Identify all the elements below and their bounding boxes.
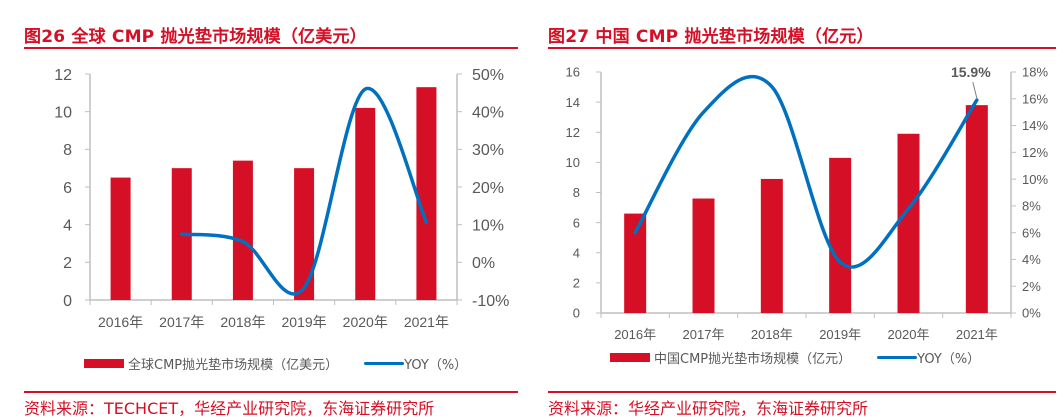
bar-2020年 — [898, 134, 920, 313]
left-axis-tick-label: 6 — [573, 215, 580, 230]
chart-legend: 全球CMP抛光垫市场规模（亿美元） YOY（%） — [84, 354, 493, 373]
bar-2019年 — [294, 168, 314, 300]
right-axis-tick-label: 4% — [1022, 252, 1041, 267]
left-axis-tick-label: 2 — [573, 276, 580, 291]
bar-2018年 — [233, 161, 253, 300]
right-axis-tick-label: -10% — [472, 293, 509, 310]
right-axis-tick-label: 16% — [1022, 91, 1048, 106]
x-axis-tick-label: 2020年 — [343, 314, 388, 330]
x-axis-tick-label: 2016年 — [614, 327, 656, 342]
legend-bar-label: 中国CMP抛光垫市场规模（亿元） — [654, 348, 851, 367]
left-axis-tick-label: 8 — [573, 185, 580, 200]
source-divider — [548, 391, 1056, 393]
x-axis-tick-label: 2020年 — [888, 327, 930, 342]
bar-2021年 — [416, 87, 436, 300]
source-note: 资料来源：TECHCET，华经产业研究院，东海证券研究所 — [24, 395, 434, 419]
right-axis-tick-label: 0% — [1022, 306, 1041, 321]
right-axis-tick-label: 18% — [1022, 65, 1048, 80]
legend-bar-swatch — [610, 353, 650, 362]
right-axis-tick-label: 40% — [472, 104, 504, 121]
left-axis-tick-label: 0 — [63, 293, 72, 310]
x-axis-tick-label: 2017年 — [159, 314, 204, 330]
left-axis-tick-label: 10 — [566, 155, 580, 170]
x-axis-tick-label: 2016年 — [98, 314, 143, 330]
left-axis-tick-label: 16 — [566, 65, 580, 80]
bar-2016年 — [624, 214, 646, 313]
yoy-line — [635, 77, 977, 267]
left-axis-tick-label: 4 — [573, 245, 580, 260]
left-axis-tick-label: 10 — [54, 104, 72, 121]
legend-line-label: YOY（%） — [404, 354, 467, 373]
right-axis-tick-label: 8% — [1022, 199, 1041, 214]
left-axis-tick-label: 0 — [573, 306, 580, 321]
figure-title: 图27 中国 CMP 抛光垫市场规模（亿元） — [548, 22, 874, 47]
left-axis-tick-label: 6 — [63, 180, 72, 197]
legend-item-bar: 中国CMP抛光垫市场规模（亿元） — [610, 348, 851, 367]
right-axis-tick-label: 10% — [472, 217, 504, 234]
right-axis-tick-label: 50% — [472, 67, 504, 84]
x-axis-tick-label: 2017年 — [683, 327, 725, 342]
legend-bar-label: 全球CMP抛光垫市场规模（亿美元） — [128, 354, 338, 373]
chart-legend: 中国CMP抛光垫市场规模（亿元） YOY（%） — [610, 348, 1006, 367]
legend-item-bar: 全球CMP抛光垫市场规模（亿美元） — [84, 354, 338, 373]
right-axis-tick-label: 2% — [1022, 279, 1041, 294]
x-axis-tick-label: 2021年 — [404, 314, 449, 330]
source-divider — [24, 391, 518, 393]
legend-bar-swatch — [84, 359, 124, 368]
left-axis-tick-label: 12 — [566, 125, 580, 140]
right-axis-tick-label: 0% — [472, 255, 495, 272]
bar-2018年 — [761, 179, 783, 313]
bar-2017年 — [693, 199, 715, 313]
figure-title: 图26 全球 CMP 抛光垫市场规模（亿美元） — [24, 22, 367, 47]
legend-item-line: YOY（%） — [364, 354, 467, 373]
x-axis-tick-label: 2019年 — [819, 327, 861, 342]
right-axis-tick-label: 10% — [1022, 172, 1048, 187]
source-note: 资料来源：华经产业研究院，东海证券研究所 — [548, 395, 868, 419]
right-axis-tick-label: 12% — [1022, 145, 1048, 160]
legend-item-line: YOY（%） — [877, 348, 980, 367]
bar-2016年 — [111, 178, 131, 300]
x-axis-tick-label: 2021年 — [956, 327, 998, 342]
legend-line-swatch — [364, 362, 404, 365]
left-axis-tick-label: 14 — [566, 95, 580, 110]
right-axis-tick-label: 20% — [472, 180, 504, 197]
left-axis-tick-label: 12 — [54, 67, 72, 84]
bar-2021年 — [966, 105, 988, 313]
left-axis-tick-label: 2 — [63, 255, 72, 272]
x-axis-tick-label: 2018年 — [220, 314, 265, 330]
legend-line-swatch — [877, 356, 917, 359]
title-divider — [548, 47, 1056, 49]
title-divider — [24, 47, 518, 49]
left-axis-tick-label: 4 — [63, 217, 72, 234]
chart-china-cmp-pad-market: 0 2 4 6 8 10 12 14 16 0% 2% 4% 6% 8% 10% 12% 14% 16% 18% 20… — [548, 50, 1063, 340]
chart-global-cmp-pad-market: 0 2 4 6 8 10 12 -10% 0% 10% 20% 30% 40% 50% 2016年 2017年… — [0, 50, 530, 340]
legend-line-label: YOY（%） — [917, 348, 980, 367]
right-axis-tick-label: 30% — [472, 142, 504, 159]
x-axis-tick-label: 2019年 — [282, 314, 327, 330]
left-axis-tick-label: 8 — [63, 142, 72, 159]
x-axis-tick-label: 2018年 — [751, 327, 793, 342]
bar-2020年 — [355, 108, 375, 300]
bar-2019年 — [829, 158, 851, 313]
right-axis-tick-label: 6% — [1022, 225, 1041, 240]
figure-27: 图27 中国 CMP 抛光垫市场规模（亿元） 0 2 4 6 8 10 12 14 16 0% 2%… — [548, 0, 1063, 416]
data-label: 15.9% — [951, 64, 991, 80]
figure-26: 图26 全球 CMP 抛光垫市场规模（亿美元） 0 2 4 6 8 10 12 -10% 0% 1… — [0, 0, 530, 416]
data-label-leader — [973, 82, 977, 98]
right-axis-tick-label: 14% — [1022, 118, 1048, 133]
